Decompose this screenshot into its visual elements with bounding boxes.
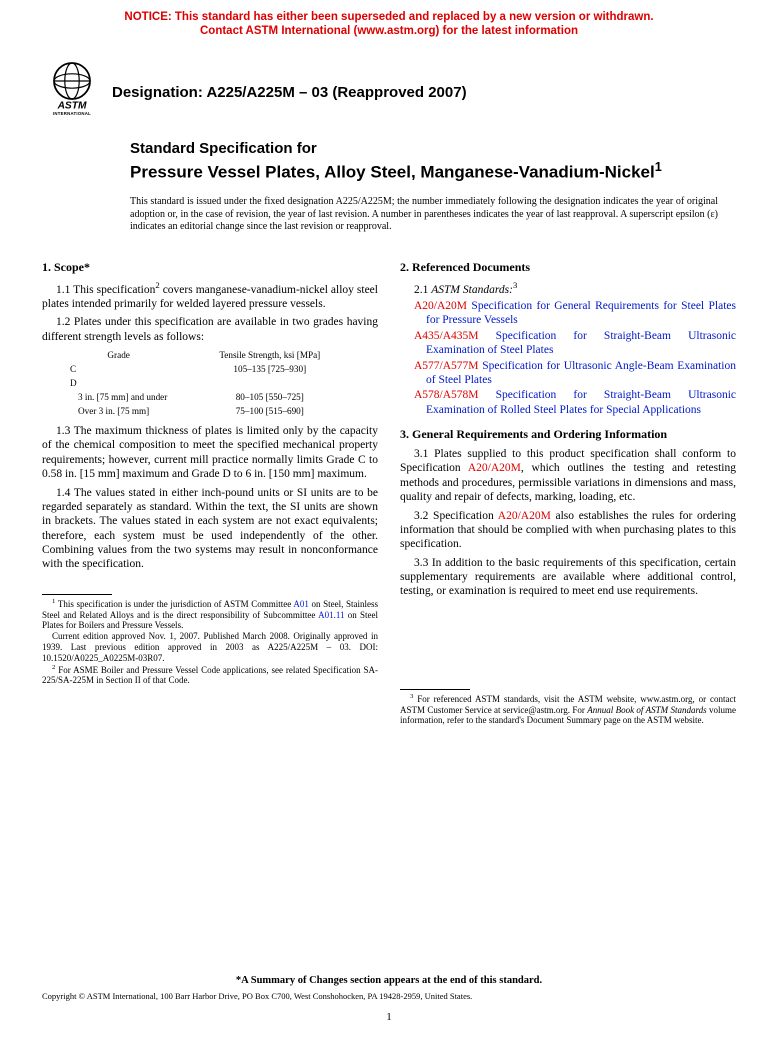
- footnote-rule-right: [400, 689, 470, 690]
- section-2-heading: 2. Referenced Documents: [400, 260, 736, 275]
- svg-text:ASTM: ASTM: [57, 100, 87, 111]
- grades-table: GradeTensile Strength, ksi [MPa] C105–13…: [68, 348, 322, 420]
- para-3-3: 3.3 In addition to the basic requirement…: [400, 556, 736, 599]
- astm-logo: ASTM INTERNATIONAL: [40, 57, 104, 122]
- para-1-1: 1.1 This specification2 covers manganese…: [42, 280, 378, 312]
- summary-note: *A Summary of Changes section appears at…: [0, 975, 778, 986]
- footnote-1b: Current edition approved Nov. 1, 2007. P…: [42, 631, 378, 663]
- right-column: 2. Referenced Documents 2.1 ASTM Standar…: [400, 254, 736, 726]
- body-columns: 1. Scope* 1.1 This specification2 covers…: [0, 234, 778, 726]
- header: ASTM INTERNATIONAL Designation: A225/A22…: [0, 39, 778, 122]
- copyright: Copyright © ASTM International, 100 Barr…: [0, 991, 778, 1001]
- issuance-note: This standard is issued under the fixed …: [0, 182, 778, 234]
- referenced-docs-list: A20/A20M Specification for General Requi…: [400, 299, 736, 417]
- page-footer: *A Summary of Changes section appears at…: [0, 975, 778, 1023]
- notice-line2: Contact ASTM International (www.astm.org…: [200, 25, 578, 37]
- footnote-2: 2 For ASME Boiler and Pressure Vessel Co…: [42, 664, 378, 687]
- ref-title: Specification for General Requirements f…: [426, 300, 736, 326]
- designation: Designation: A225/A225M – 03 (Reapproved…: [104, 78, 467, 101]
- link-subcommittee-a01-11[interactable]: A01.11: [318, 610, 344, 620]
- ref-item[interactable]: A577/A577M Specification for Ultrasonic …: [400, 359, 736, 388]
- link-committee-a01[interactable]: A01: [293, 599, 309, 609]
- link-a20-a20m[interactable]: A20/A20M: [468, 462, 521, 474]
- ref-code: A577/A577M: [414, 360, 479, 372]
- para-2-1: 2.1 ASTM Standards:3: [400, 280, 736, 297]
- link-a20-a20m-2[interactable]: A20/A20M: [498, 510, 551, 522]
- para-3-2: 3.2 Specification A20/A20M also establis…: [400, 509, 736, 552]
- para-1-2: 1.2 Plates under this specification are …: [42, 315, 378, 344]
- svg-text:INTERNATIONAL: INTERNATIONAL: [53, 111, 91, 116]
- ref-code: A435/A435M: [414, 330, 479, 342]
- title-overline: Standard Specification for: [130, 140, 718, 159]
- notice-line1: NOTICE: This standard has either been su…: [124, 11, 653, 23]
- left-column: 1. Scope* 1.1 This specification2 covers…: [42, 254, 378, 726]
- page-number: 1: [0, 1011, 778, 1023]
- ref-item[interactable]: A578/A578M Specification for Straight-Be…: [400, 388, 736, 417]
- ref-item[interactable]: A20/A20M Specification for General Requi…: [400, 299, 736, 328]
- footnote-3: 3 For referenced ASTM standards, visit t…: [400, 693, 736, 726]
- title-block: Standard Specification for Pressure Vess…: [0, 122, 778, 183]
- title-main: Pressure Vessel Plates, Alloy Steel, Man…: [130, 159, 718, 183]
- ref-item[interactable]: A435/A435M Specification for Straight-Be…: [400, 329, 736, 358]
- footnote-rule: [42, 594, 112, 595]
- notice-banner: NOTICE: This standard has either been su…: [0, 0, 778, 39]
- section-3-heading: 3. General Requirements and Ordering Inf…: [400, 427, 736, 442]
- para-3-1: 3.1 Plates supplied to this product spec…: [400, 447, 736, 505]
- para-1-3: 1.3 The maximum thickness of plates is l…: [42, 424, 378, 482]
- footnote-1: 1 This specification is under the jurisd…: [42, 598, 378, 631]
- ref-code: A578/A578M: [414, 389, 479, 401]
- para-1-4: 1.4 The values stated in either inch-pou…: [42, 486, 378, 572]
- ref-code: A20/A20M: [414, 300, 467, 312]
- section-1-heading: 1. Scope*: [42, 260, 378, 275]
